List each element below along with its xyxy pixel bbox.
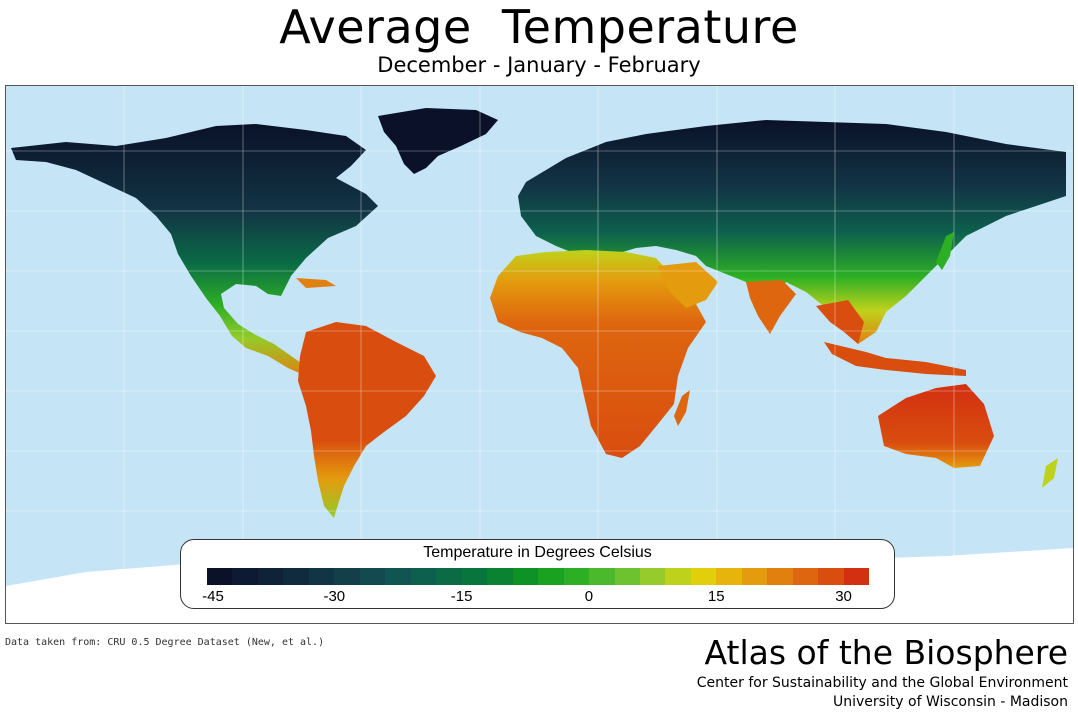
data-source-note: Data taken from: CRU 0.5 Degree Dataset … (5, 637, 325, 648)
australia (878, 384, 994, 468)
greenland (378, 108, 498, 174)
legend-swatch (741, 568, 768, 585)
legend-swatch (512, 568, 539, 585)
eurasia (518, 120, 1066, 344)
legend-swatch (818, 568, 844, 585)
caribbean (296, 278, 336, 288)
legend-swatch (716, 568, 742, 585)
legend-swatch (767, 568, 793, 585)
legend-color-bar (207, 568, 870, 585)
legend-tick-label: -30 (323, 588, 346, 605)
legend-tick-label: 0 (584, 588, 594, 605)
legend-swatch (589, 568, 615, 585)
map-subtitle: December - January - February (377, 53, 701, 77)
japan (936, 232, 954, 270)
southeast-asia (816, 300, 864, 344)
new-zealand (1042, 458, 1058, 488)
legend-tick-label: 30 (835, 588, 852, 605)
org-line-1: Center for Sustainability and the Global… (696, 675, 1068, 691)
org-line-2: University of Wisconsin - Madison (832, 694, 1068, 710)
legend-swatch (461, 568, 488, 585)
legend-swatch (792, 568, 819, 585)
legend-swatch (232, 568, 258, 585)
legend-swatch (334, 568, 360, 585)
legend-swatch (563, 568, 590, 585)
legend-swatch (538, 568, 564, 585)
legend-swatch (614, 568, 640, 585)
map-title: Average Temperature (279, 0, 799, 54)
legend-swatch (843, 568, 870, 585)
legend-swatch (436, 568, 462, 585)
color-legend: Temperature in Degrees Celsius -45 -30 -15… (180, 539, 895, 609)
legend-swatch (410, 568, 437, 585)
legend-swatch (283, 568, 309, 585)
legend-swatch (665, 568, 691, 585)
south-america (298, 322, 436, 518)
indonesia (824, 342, 966, 376)
world-map: Temperature in Degrees Celsius -45 -30 -15… (5, 85, 1074, 624)
madagascar (674, 390, 690, 426)
legend-tick-label: -45 (202, 588, 224, 605)
india (746, 280, 796, 334)
legend-swatch (308, 568, 335, 585)
north-america (11, 124, 378, 376)
legend-swatch (639, 568, 666, 585)
brand-name: Atlas of the Biosphere (704, 633, 1068, 672)
legend-tick-label: 15 (707, 588, 725, 605)
legend-swatch (385, 568, 411, 585)
legend-title: Temperature in Degrees Celsius (423, 544, 652, 561)
legend-swatch (257, 568, 284, 585)
arabia (658, 262, 718, 308)
legend-swatch (690, 568, 717, 585)
legend-swatch (487, 568, 513, 585)
legend-swatch (359, 568, 386, 585)
legend-tick-label: -15 (450, 588, 473, 605)
legend-swatch (207, 568, 233, 585)
